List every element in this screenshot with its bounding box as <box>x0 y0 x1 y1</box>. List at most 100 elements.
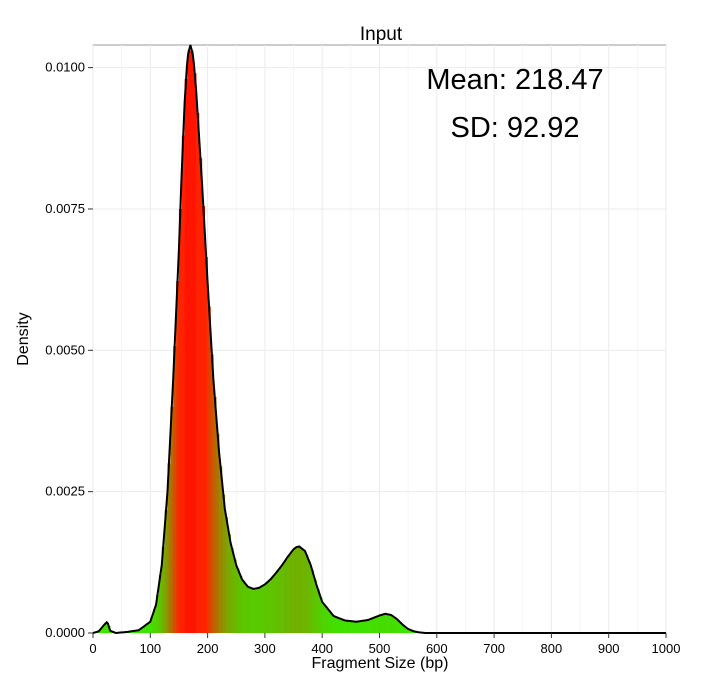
y-tick-label: 0.0050 <box>45 342 85 357</box>
histogram-bar <box>393 617 397 633</box>
histogram-bar <box>273 574 277 633</box>
histogram-bar <box>362 620 366 633</box>
histogram-bar <box>356 621 360 633</box>
histogram-bar <box>408 629 412 633</box>
histogram-bar <box>305 554 309 633</box>
histogram-bar <box>388 614 392 633</box>
histogram-bar <box>376 616 380 633</box>
histogram-bar <box>276 570 280 633</box>
histogram-bar <box>161 546 165 633</box>
histogram-bar <box>230 548 234 633</box>
histogram-bar <box>322 603 326 633</box>
histogram-bar <box>244 584 249 633</box>
x-tick-label: 400 <box>311 641 333 656</box>
histogram-bar <box>133 630 137 633</box>
histogram-bar <box>199 158 203 634</box>
histogram-bar <box>221 494 226 633</box>
histogram-bar <box>327 610 332 633</box>
histogram-bar <box>262 585 266 633</box>
histogram-bar <box>135 630 140 633</box>
histogram-bar <box>385 614 389 633</box>
histogram-bar <box>236 568 240 633</box>
mean-annotation: Mean: 218.47 <box>426 64 603 96</box>
peak-bar <box>193 73 197 634</box>
gridlines <box>92 45 667 634</box>
histogram-bar <box>399 623 403 633</box>
histogram-bar <box>342 619 346 633</box>
histogram-bar <box>178 208 183 633</box>
histogram-bar <box>293 548 297 633</box>
histogram-bar <box>390 615 395 633</box>
histogram-bar <box>299 547 303 633</box>
histogram-bar <box>233 559 237 633</box>
histogram-bar <box>204 257 208 633</box>
histogram-bar <box>345 620 349 633</box>
histogram-bar <box>282 563 286 633</box>
x-tick-label: 300 <box>254 641 276 656</box>
x-tick-label: 800 <box>541 641 563 656</box>
histogram-bar <box>216 433 220 633</box>
x-tick-label: 100 <box>139 641 161 656</box>
histogram-bar <box>141 626 145 633</box>
histogram-bar <box>296 546 300 633</box>
histogram-bar <box>156 594 160 633</box>
histogram-bar <box>201 206 206 633</box>
histogram-bar <box>319 597 323 633</box>
histogram-bar <box>279 566 283 633</box>
histogram-bar <box>241 581 246 633</box>
histogram-bar <box>259 586 263 633</box>
histogram-bar <box>368 619 372 633</box>
histogram-bar <box>330 614 334 633</box>
x-axis-label: Fragment Size (bp) <box>312 655 449 672</box>
histogram-bar <box>98 629 102 633</box>
histogram-bar <box>147 622 151 633</box>
peak-bar <box>187 50 191 633</box>
histogram-bar <box>213 396 217 633</box>
histogram-bar <box>176 281 180 633</box>
histogram-bar <box>379 615 383 633</box>
x-tick-label: 200 <box>197 641 219 656</box>
x-tick-label: 1000 <box>652 641 681 656</box>
histogram-bar <box>267 580 271 633</box>
histogram-bar <box>307 561 312 633</box>
histogram-bar <box>256 588 260 633</box>
y-axis-label: Density <box>15 312 32 365</box>
x-tick-label: 0 <box>89 641 96 656</box>
histogram-bar <box>181 135 185 633</box>
y-tick-label: 0.0025 <box>45 484 85 499</box>
histogram-bar <box>284 558 289 633</box>
x-tick-label: 700 <box>483 641 505 656</box>
y-tick-label: 0.0100 <box>45 60 85 75</box>
histogram-bar <box>402 625 406 633</box>
histogram-bar <box>239 575 243 633</box>
histogram-bar <box>373 617 377 633</box>
histogram-bar <box>353 621 357 633</box>
histogram-bar <box>336 617 340 633</box>
histogram-bar <box>290 551 294 633</box>
histogram-bar <box>173 346 177 633</box>
histogram-bar <box>302 549 306 633</box>
x-tick-label: 900 <box>598 641 620 656</box>
histogram-bar <box>150 617 154 633</box>
chart-title: Input <box>360 24 403 45</box>
histogram-bar <box>333 616 337 633</box>
histogram-bar <box>219 466 223 633</box>
sd-annotation: SD: 92.92 <box>451 112 580 144</box>
histogram-bar <box>347 620 352 633</box>
histogram-bar <box>313 579 317 633</box>
histogram-bar <box>138 629 143 633</box>
histogram-bar <box>316 589 320 633</box>
histogram-bar <box>101 626 105 633</box>
histogram-bar <box>158 575 163 633</box>
histogram-bar <box>339 618 343 633</box>
histogram-bar <box>270 577 274 633</box>
peak-bar <box>190 50 194 633</box>
histogram-bar <box>164 510 168 633</box>
peak-bar <box>184 78 188 633</box>
histogram-bar <box>224 517 228 633</box>
histogram-bar <box>287 554 291 633</box>
histogram-bar <box>210 354 214 633</box>
density-curve <box>92 44 666 635</box>
histogram-bar <box>247 587 251 633</box>
